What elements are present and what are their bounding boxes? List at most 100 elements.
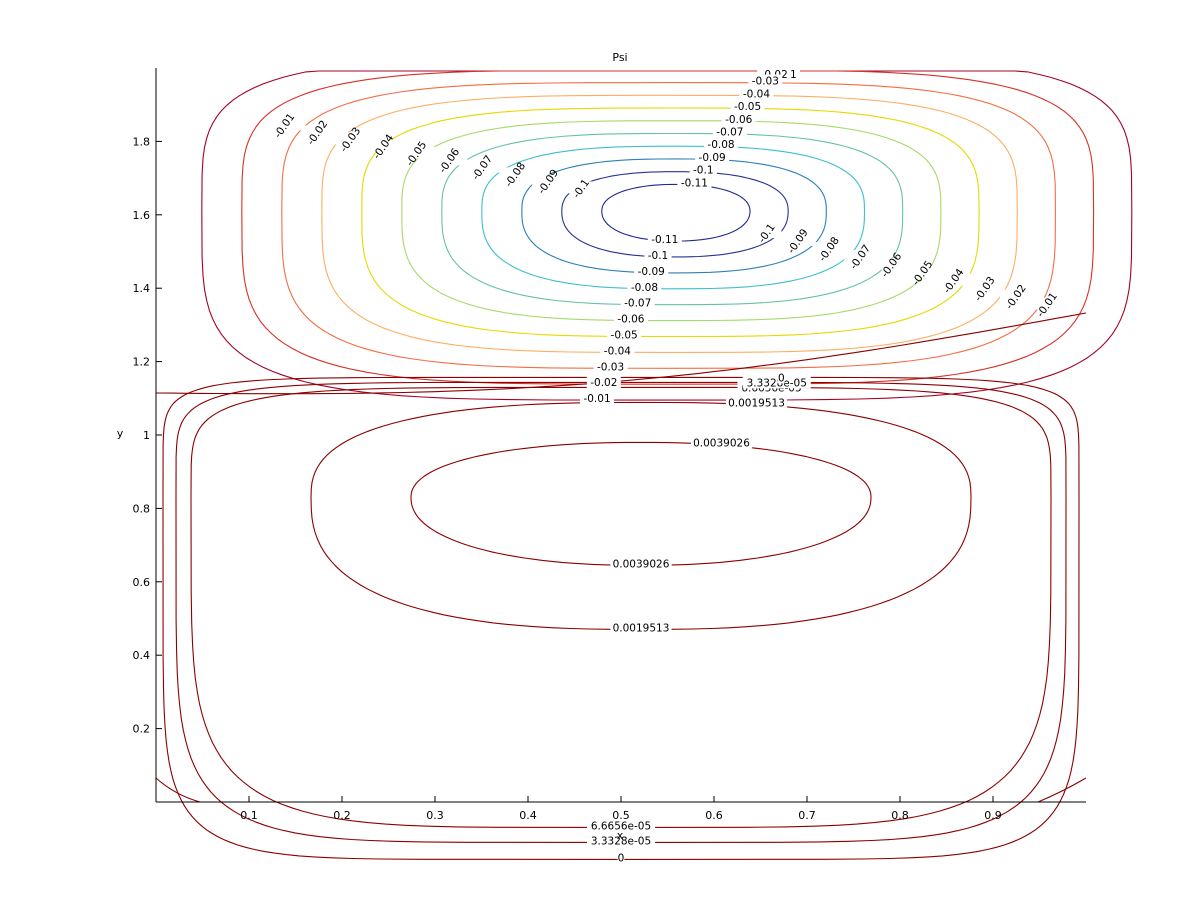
contour-label: -0.01 — [583, 393, 610, 405]
contour-label-bg — [875, 257, 910, 270]
contour-line-negative — [281, 82, 1056, 369]
corner-contour-right — [1037, 777, 1087, 803]
contour-label-bg — [712, 125, 747, 138]
contour-line-negative — [441, 132, 904, 306]
contour-label: -0.05 — [611, 329, 638, 341]
contour-label-bg — [499, 167, 534, 180]
contour-label-bg — [777, 371, 785, 384]
contour-label: -0.1 — [648, 250, 669, 262]
x-tick-label: 0.9 — [984, 809, 1002, 822]
contour-label-bg — [400, 146, 435, 159]
contour-label-bg — [610, 621, 672, 634]
contour-label-bg — [725, 396, 788, 409]
contour-label: 0.0019513 — [613, 622, 670, 634]
x-tick-label: 0.8 — [891, 809, 909, 822]
contour-label-bg — [268, 118, 303, 131]
chart-title: Psi — [612, 51, 627, 64]
contour-label-bg — [695, 150, 730, 163]
contour-label-bg — [1031, 297, 1066, 310]
y-tick-label: 1.8 — [133, 135, 151, 148]
contour-label-bg — [999, 289, 1034, 302]
x-tick-label: 0.1 — [240, 809, 258, 822]
contour-labels: -0.01-0.01-0.01-0.01-0.02-0.02-0.02-0.02… — [268, 68, 1066, 864]
contour-label: 0.0039026 — [693, 437, 750, 449]
y-tick-label: 1 — [143, 429, 150, 442]
contour-label-bg — [301, 125, 336, 138]
contour-label: 0.0019513 — [728, 397, 785, 409]
contour-label-bg — [748, 74, 783, 87]
x-tick-label: 0.6 — [705, 809, 723, 822]
contour-label-bg — [644, 248, 672, 261]
y-tick-label: 1.2 — [133, 356, 151, 369]
axes: 0.1 0.2 0.3 0.4 0.5 0.6 0.7 0.8 0.9 0.2 0.4 0.6 0.8… — [133, 68, 1086, 822]
contour-label-bg — [586, 376, 621, 389]
contour-label-bg — [334, 132, 369, 145]
contour-line-positive — [190, 386, 1052, 828]
contour-line-positive — [162, 376, 1080, 860]
contour-label-bg — [704, 138, 739, 151]
x-tick-label: 0.5 — [612, 809, 630, 822]
contour-label: -0.07 — [716, 126, 743, 138]
contour-label: -0.11 — [651, 234, 678, 246]
contour-label-bg — [968, 281, 1003, 294]
contour-label-bg — [754, 226, 782, 239]
contour-label: -0.11 — [681, 177, 708, 189]
y-tick-label: 0.4 — [133, 649, 151, 662]
corner-contour-left — [155, 777, 201, 803]
contour-label: -0.03 — [597, 361, 624, 373]
contour-label: 3.3328e-05 — [591, 835, 651, 847]
contour-label: -0.04 — [604, 345, 631, 357]
contour-line-positive — [175, 381, 1067, 843]
contour-label: -0.09 — [699, 152, 726, 164]
x-tick-label: 0.2 — [333, 809, 351, 822]
contour-label: -0.02 — [590, 377, 617, 389]
contour-label-bg — [937, 273, 972, 286]
x-axis-ticks: 0.1 0.2 0.3 0.4 0.5 0.6 0.7 0.8 0.9 — [240, 796, 1002, 822]
contour-label: -0.04 — [743, 88, 770, 100]
contour-label-bg — [532, 174, 567, 187]
contour-label-bg — [730, 100, 765, 113]
contour-label-bg — [906, 265, 941, 278]
contour-label: -0.06 — [617, 314, 644, 326]
contour-label-bg — [367, 139, 402, 152]
contour-label-bg — [613, 312, 648, 325]
contour-label-bg — [742, 376, 811, 389]
contour-label-bg — [634, 264, 669, 277]
contour-label-bg — [781, 233, 816, 246]
contour-line-negative — [601, 183, 751, 242]
contour-label: 3.3328e-05 — [747, 377, 807, 389]
contour-label-bg — [587, 819, 655, 832]
contour-label-bg — [600, 344, 635, 357]
contour-label-bg — [690, 436, 753, 449]
contour-line-negative — [241, 70, 1095, 385]
contour-line-negative — [561, 171, 789, 258]
contour-label-bg — [627, 280, 662, 293]
contour-label: -0.08 — [707, 139, 734, 151]
x-axis-title: x — [617, 829, 624, 842]
y-tick-label: 0.6 — [133, 576, 151, 589]
contour-label-bg — [607, 328, 642, 341]
contour-line-negative — [321, 94, 1018, 353]
contour-lines — [155, 70, 1133, 860]
contour-label: -0.07 — [624, 298, 651, 310]
contour-line-positive — [410, 441, 872, 566]
contour-label-bg — [610, 557, 672, 570]
contour-label-bg — [433, 153, 468, 166]
contour-label-bg — [647, 233, 682, 246]
contour-label-bg — [568, 181, 596, 194]
y-tick-label: 0.2 — [133, 723, 151, 736]
contour-label-bg — [739, 87, 774, 100]
y-tick-label: 1.6 — [133, 209, 151, 222]
contour-line-negative — [201, 70, 1133, 401]
contour-label-bg — [677, 176, 712, 189]
contour-line-negative — [361, 107, 980, 338]
contour-label: -0.06 — [725, 114, 752, 126]
x-tick-label: 0.3 — [426, 809, 444, 822]
contour-label-bg — [593, 360, 628, 373]
contour-label: 0 — [778, 372, 785, 384]
contour-line-negative — [481, 145, 866, 290]
contour-label-bg — [580, 392, 615, 405]
contour-label-bg — [721, 112, 756, 125]
contour-label: 0.0039026 — [613, 558, 670, 570]
